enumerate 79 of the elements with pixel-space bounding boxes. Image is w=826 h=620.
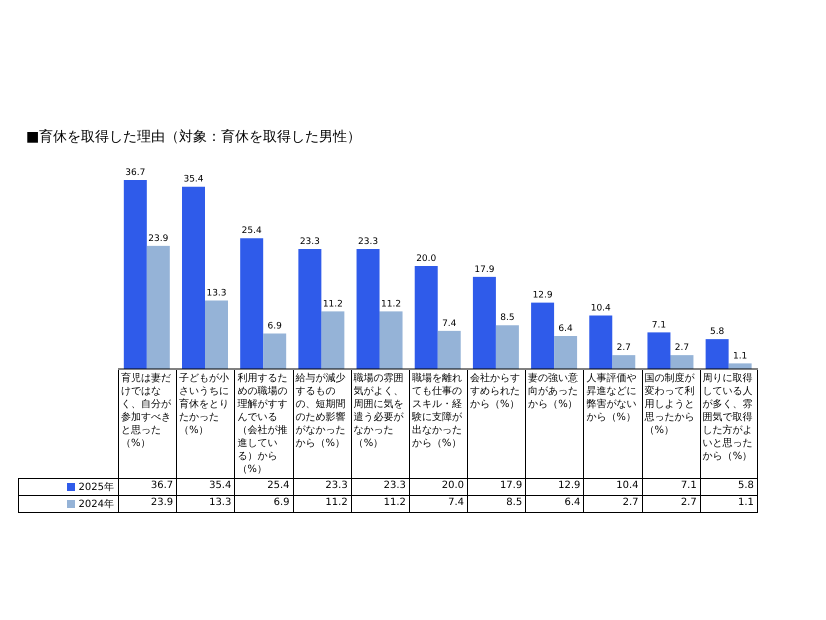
text: 2.7 bbox=[674, 343, 690, 354]
text: 20.0 bbox=[416, 254, 436, 264]
data-label: 7.4 bbox=[408, 496, 468, 512]
bar bbox=[414, 266, 438, 369]
data-label: 6.9 bbox=[234, 496, 293, 512]
data-label: 13.3 bbox=[176, 496, 234, 512]
data-label: 6.4 bbox=[525, 496, 584, 512]
bar bbox=[124, 180, 147, 369]
bar bbox=[647, 332, 670, 369]
x-tick-label: 会社からすすめられたから（%） bbox=[467, 370, 526, 478]
bar bbox=[612, 355, 636, 369]
text: 13.3 bbox=[206, 288, 227, 299]
bar bbox=[496, 325, 519, 369]
text: 7.1 bbox=[652, 320, 666, 330]
x-tick-label: 利用するための職場の理解がすすんでいる（会社が推進している）から（%） bbox=[234, 370, 293, 478]
bar bbox=[554, 336, 578, 369]
data-label: 23.3 bbox=[292, 479, 351, 495]
bar bbox=[356, 249, 380, 369]
data-label: 10.4 bbox=[583, 479, 642, 495]
text: 11.2 bbox=[381, 299, 402, 310]
bar bbox=[182, 186, 205, 369]
text: 17.9 bbox=[474, 264, 494, 275]
text: 11.2 bbox=[322, 299, 343, 310]
text: 23.9 bbox=[148, 234, 168, 244]
text: 12.9 bbox=[532, 290, 553, 301]
bar bbox=[240, 238, 264, 369]
data-label: 5.8 bbox=[700, 479, 758, 495]
bar bbox=[380, 311, 403, 369]
x-tick-label: 職場を離れても仕事のスキル・経験に支障が出なかったから（%） bbox=[408, 370, 468, 478]
text: 1.1 bbox=[732, 351, 748, 362]
text: 7.4 bbox=[442, 318, 456, 329]
x-tick-label: 育児は妻だけではなく、自分が参加すべきと思った（%） bbox=[118, 370, 176, 478]
data-label: 12.9 bbox=[525, 479, 584, 495]
text: 36.7 bbox=[125, 168, 146, 178]
text: 5.8 bbox=[710, 327, 724, 338]
data-label: 2.7 bbox=[642, 496, 700, 512]
data-label: 8.5 bbox=[467, 496, 526, 512]
chart-title: ■育休を取得した理由（対象：育休を取得した男性） bbox=[26, 128, 362, 146]
text: 35.4 bbox=[183, 174, 204, 185]
legend-label: 2024年 bbox=[78, 498, 114, 511]
data-label: 20.0 bbox=[408, 479, 468, 495]
bar bbox=[531, 302, 554, 369]
bar bbox=[298, 249, 322, 369]
data-label: 23.9 bbox=[118, 496, 176, 512]
bar bbox=[670, 355, 694, 369]
text: 2.7 bbox=[616, 343, 631, 354]
text: 25.4 bbox=[242, 226, 262, 236]
data-label: 25.4 bbox=[234, 479, 293, 495]
bar bbox=[438, 330, 461, 369]
data-label: 35.4 bbox=[176, 479, 234, 495]
x-tick-label: 人事評価や昇進などに弊害がないから（%） bbox=[583, 370, 642, 478]
text: 6.9 bbox=[268, 321, 282, 332]
bar bbox=[706, 339, 729, 369]
text: 10.4 bbox=[590, 303, 611, 314]
data-label: 36.7 bbox=[118, 479, 176, 495]
x-tick-label: 子どもが小さいうちに育休をとりたかった（%） bbox=[176, 370, 234, 478]
text: 8.5 bbox=[500, 313, 515, 324]
data-label: 11.2 bbox=[292, 496, 351, 512]
data-label: 23.3 bbox=[350, 479, 409, 495]
data-label: 1.1 bbox=[700, 496, 758, 512]
data-label: 2.7 bbox=[583, 496, 642, 512]
text: 23.3 bbox=[300, 237, 320, 248]
text: 6.4 bbox=[558, 324, 573, 334]
bar bbox=[146, 246, 170, 369]
x-tick-label: 職場の雰囲気がよく、周囲に気を遣う必要がなかった（%） bbox=[350, 370, 409, 478]
bar bbox=[321, 311, 344, 369]
x-tick-label: 周りに取得している人が多く、雰囲気で取得した方がよいと思ったから（%） bbox=[700, 370, 758, 478]
x-tick-label: 給与が減少するものの、短期間のため影響がなかったから（%） bbox=[292, 370, 351, 478]
data-label: 7.1 bbox=[642, 479, 700, 495]
x-tick-label: 妻の強い意向があったから（%） bbox=[525, 370, 584, 478]
data-label: 17.9 bbox=[467, 479, 526, 495]
text: 23.3 bbox=[358, 237, 378, 248]
bar bbox=[472, 276, 496, 369]
bar bbox=[589, 315, 612, 369]
bar bbox=[263, 333, 286, 369]
legend-label: 2025年 bbox=[78, 481, 114, 494]
bar bbox=[205, 300, 228, 369]
x-tick-label: 国の制度が変わって利用しようと思ったから（%） bbox=[642, 370, 700, 478]
data-label: 11.2 bbox=[350, 496, 409, 512]
